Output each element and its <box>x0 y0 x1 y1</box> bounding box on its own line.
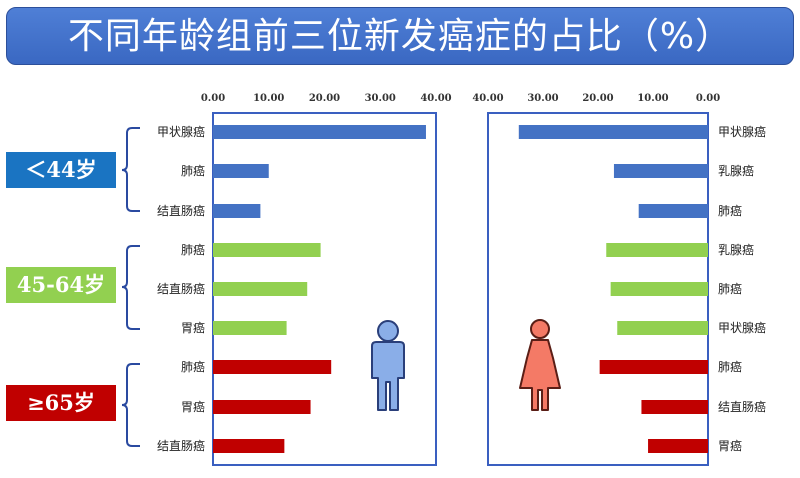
male-x-tick-label: 0.00 <box>201 93 225 104</box>
group-bracket-65plus <box>121 363 140 447</box>
male-category-label: 胃癌 <box>181 320 205 335</box>
group-bracket-under44 <box>121 127 140 212</box>
female-x-tick-label: 10.00 <box>637 93 668 104</box>
male-bar <box>213 164 269 178</box>
female-x-tick-label: 20.00 <box>582 93 613 104</box>
female-category-label: 肺癌 <box>718 203 742 218</box>
age-group-65plus: ≥65岁 <box>6 385 116 421</box>
female-category-label: 甲状腺癌 <box>718 320 766 335</box>
female-bar <box>617 321 708 335</box>
female-category-label: 肺癌 <box>718 359 742 374</box>
male-bar <box>213 125 426 139</box>
male-bar <box>213 282 308 296</box>
male-x-tick-label: 40.00 <box>420 93 451 104</box>
male-x-tick-label: 10.00 <box>253 93 284 104</box>
female-category-label: 乳腺癌 <box>718 163 754 178</box>
male-category-label: 结直肠癌 <box>157 438 205 453</box>
male-figure-icon <box>371 320 405 411</box>
female-category-label: 肺癌 <box>718 281 742 296</box>
male-category-label: 肺癌 <box>181 163 205 178</box>
female-bar <box>518 125 708 139</box>
female-category-label: 甲状腺癌 <box>718 124 766 139</box>
age-group-under44: ＜44岁 <box>6 152 116 188</box>
male-category-label: 结直肠癌 <box>157 203 205 218</box>
female-x-tick-label: 40.00 <box>472 93 503 104</box>
male-x-tick-label: 20.00 <box>309 93 340 104</box>
male-category-label: 甲状腺癌 <box>157 124 205 139</box>
male-bar <box>213 439 285 453</box>
male-bar <box>213 204 261 218</box>
male-bar <box>213 360 332 374</box>
female-x-tick-label: 0.00 <box>696 93 720 104</box>
male-category-label: 肺癌 <box>181 242 205 257</box>
female-figure-icon <box>519 319 561 411</box>
female-bar <box>610 282 708 296</box>
female-chart: 40.00 30.00 20.00 10.00 0.00甲状腺癌乳腺癌肺癌乳腺癌肺癌甲状… <box>472 93 766 453</box>
female-bar <box>638 204 708 218</box>
chart-title: 不同年龄组前三位新发癌症的占比（%） <box>6 7 794 65</box>
female-category-label: 结直肠癌 <box>718 399 766 414</box>
male-x-tick-label: 30.00 <box>365 93 396 104</box>
male-chart: 0.00 10.00 20.00 30.00 40.00甲状腺癌肺癌结直肠癌肺癌结直肠癌… <box>157 93 452 453</box>
male-bar <box>213 243 321 257</box>
age-group-45-64: 45-64岁 <box>6 267 116 303</box>
female-bar <box>641 400 708 414</box>
male-bar <box>213 321 287 335</box>
group-bracket-45-64 <box>121 245 140 330</box>
male-bar <box>213 400 311 414</box>
female-category-label: 乳腺癌 <box>718 242 754 257</box>
female-x-tick-label: 30.00 <box>527 93 558 104</box>
female-bar <box>613 164 708 178</box>
female-bar <box>648 439 708 453</box>
female-bar <box>599 360 708 374</box>
male-category-label: 结直肠癌 <box>157 281 205 296</box>
female-bar <box>606 243 708 257</box>
female-category-label: 胃癌 <box>718 438 742 453</box>
male-category-label: 肺癌 <box>181 359 205 374</box>
male-category-label: 胃癌 <box>181 399 205 414</box>
